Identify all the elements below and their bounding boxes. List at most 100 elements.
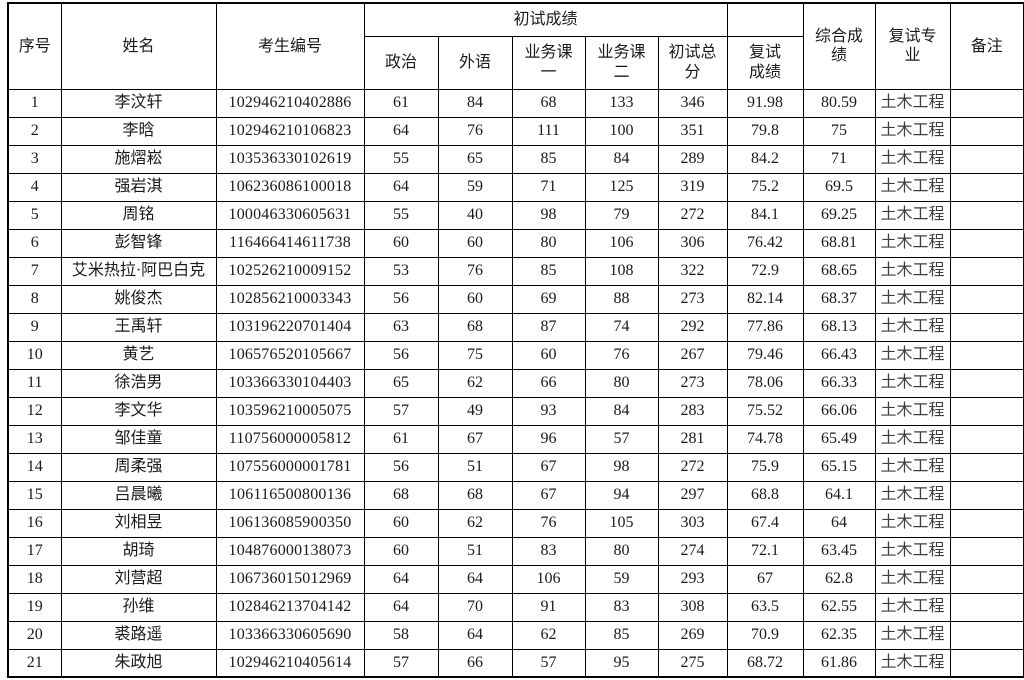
- cell-politics: 56: [363, 284, 439, 314]
- cell-retest_score: 75.52: [726, 396, 804, 426]
- header-row-sub: 政治 外语 业务课 一 业务课 二 初试总 分 复试 成绩: [8, 35, 1024, 90]
- cell-course2: 83: [584, 592, 659, 622]
- cell-remark: [949, 284, 1024, 314]
- cell-politics: 68: [363, 480, 439, 510]
- cell-composite_score: 62.55: [802, 592, 876, 622]
- table-row: 6 彭智锋 116466414611738 60 60 80 106 306 76.42 68.8…: [7, 228, 1024, 258]
- cell-composite_score: 69.25: [802, 200, 876, 230]
- table-row: 12 李文华 103596210005075 57 49 93 84 283 75.52 66.0…: [7, 396, 1024, 426]
- cell-seq: 7: [7, 256, 62, 286]
- cell-seq: 11: [7, 368, 62, 398]
- cell-remark: [949, 368, 1024, 398]
- table-row: 19 孙维 102846213704142 64 70 91 83 308 63.5 62.55 土…: [7, 592, 1024, 622]
- col-seq: 序号: [7, 2, 62, 90]
- table-row: 13 邹佳童 110756000005812 61 67 96 57 281 74.78 65.4…: [7, 424, 1024, 454]
- cell-seq: 6: [7, 228, 62, 258]
- cell-foreign_lang: 51: [437, 452, 513, 482]
- cell-politics: 56: [363, 452, 439, 482]
- cell-foreign_lang: 62: [437, 368, 513, 398]
- cell-course2: 88: [584, 284, 659, 314]
- cell-foreign_lang: 59: [437, 172, 513, 202]
- cell-course2: 79: [584, 200, 659, 230]
- cell-politics: 57: [363, 396, 439, 426]
- cell-remark: [949, 648, 1024, 678]
- cell-name: 李汶轩: [60, 88, 217, 118]
- table-row: 16 刘相昱 106136085900350 60 62 76 105 303 67.4 64 土木…: [7, 508, 1024, 538]
- cell-retest_score: 79.46: [726, 340, 804, 370]
- cell-course2: 105: [584, 508, 659, 538]
- cell-course1: 80: [511, 228, 586, 258]
- cell-name: 周柔强: [60, 452, 217, 482]
- cell-seq: 1: [7, 88, 62, 118]
- cell-composite_score: 66.33: [802, 368, 876, 398]
- table-row: 5 周铭 100046330605631 55 40 98 79 272 84.1 69.25 土木…: [7, 200, 1024, 230]
- cell-initial_total: 346: [657, 88, 728, 118]
- cell-course1: 98: [511, 200, 586, 230]
- table-row: 21 朱政旭 102946210405614 57 66 57 95 275 68.72 61.8…: [7, 648, 1024, 678]
- cell-name: 姚俊杰: [60, 284, 217, 314]
- cell-course1: 66: [511, 368, 586, 398]
- cell-foreign_lang: 62: [437, 508, 513, 538]
- cell-composite_score: 75: [802, 116, 876, 146]
- cell-retest_major: 土木工程: [874, 424, 951, 454]
- cell-retest_score: 75.2: [726, 172, 804, 202]
- table-row: 9 王禹轩 103196220701404 63 68 87 74 292 77.86 68.13…: [7, 312, 1024, 342]
- cell-remark: [949, 312, 1024, 342]
- cell-seq: 14: [7, 452, 62, 482]
- cell-course1: 96: [511, 424, 586, 454]
- col-initial-total-line1: 初试总: [668, 44, 717, 62]
- cell-composite_score: 68.13: [802, 312, 876, 342]
- cell-retest_score: 70.9: [726, 620, 804, 650]
- col-course2-line1: 业务课: [597, 44, 646, 62]
- cell-name: 李晗: [60, 116, 217, 146]
- cell-candidate_id: 103596210005075: [215, 396, 365, 426]
- cell-course1: 85: [511, 144, 586, 174]
- cell-foreign_lang: 76: [437, 256, 513, 286]
- cell-politics: 64: [363, 172, 439, 202]
- cell-name: 刘相昱: [60, 508, 217, 538]
- cell-retest_score: 82.14: [726, 284, 804, 314]
- cell-seq: 5: [7, 200, 62, 230]
- col-initial-total-line2: 分: [684, 63, 701, 81]
- cell-foreign_lang: 65: [437, 144, 513, 174]
- cell-candidate_id: 103366330104403: [215, 368, 365, 398]
- cell-course1: 87: [511, 312, 586, 342]
- col-initial-total: 初试总 分: [657, 35, 728, 90]
- cell-retest_score: 84.2: [726, 144, 804, 174]
- cell-seq: 4: [7, 172, 62, 202]
- cell-retest_major: 土木工程: [874, 200, 951, 230]
- cell-politics: 61: [363, 424, 439, 454]
- cell-candidate_id: 102946210106823: [215, 116, 365, 146]
- cell-politics: 58: [363, 620, 439, 650]
- cell-initial_total: 273: [657, 368, 728, 398]
- header-row-top: 序号 姓名 考生编号 初试成绩 综合成 绩 复试专 业 备注: [7, 2, 1024, 90]
- cell-initial_total: 273: [657, 284, 728, 314]
- cell-initial_total: 274: [657, 536, 728, 566]
- cell-seq: 8: [7, 284, 62, 314]
- cell-course2: 57: [584, 424, 659, 454]
- table-row: 11 徐浩男 103366330104403 65 62 66 80 273 78.06 66.3…: [7, 368, 1024, 398]
- cell-initial_total: 275: [657, 648, 728, 678]
- cell-course2: 59: [584, 564, 659, 594]
- cell-remark: [949, 116, 1024, 146]
- cell-seq: 2: [7, 116, 62, 146]
- cell-name: 裘路遥: [60, 620, 217, 650]
- cell-foreign_lang: 76: [437, 116, 513, 146]
- cell-retest_score: 76.42: [726, 228, 804, 258]
- col-composite-score: 综合成 绩: [802, 2, 876, 90]
- table-row: 4 强岩淇 106236086100018 64 59 71 125 319 75.2 69.5 土…: [7, 172, 1024, 202]
- cell-course2: 80: [584, 368, 659, 398]
- cell-politics: 56: [363, 340, 439, 370]
- col-retest-score: 复试 成绩: [726, 35, 804, 90]
- cell-retest_major: 土木工程: [874, 508, 951, 538]
- col-course1-line1: 业务课: [524, 44, 573, 62]
- cell-retest_score: 91.98: [726, 88, 804, 118]
- table-row: 3 施熠崧 103536330102619 55 65 85 84 289 84.2 71 土木工程: [7, 144, 1024, 174]
- cell-remark: [949, 340, 1024, 370]
- cell-politics: 60: [363, 228, 439, 258]
- cell-course1: 76: [511, 508, 586, 538]
- cell-remark: [949, 508, 1024, 538]
- empty-header-cell: [726, 2, 804, 37]
- cell-initial_total: 289: [657, 144, 728, 174]
